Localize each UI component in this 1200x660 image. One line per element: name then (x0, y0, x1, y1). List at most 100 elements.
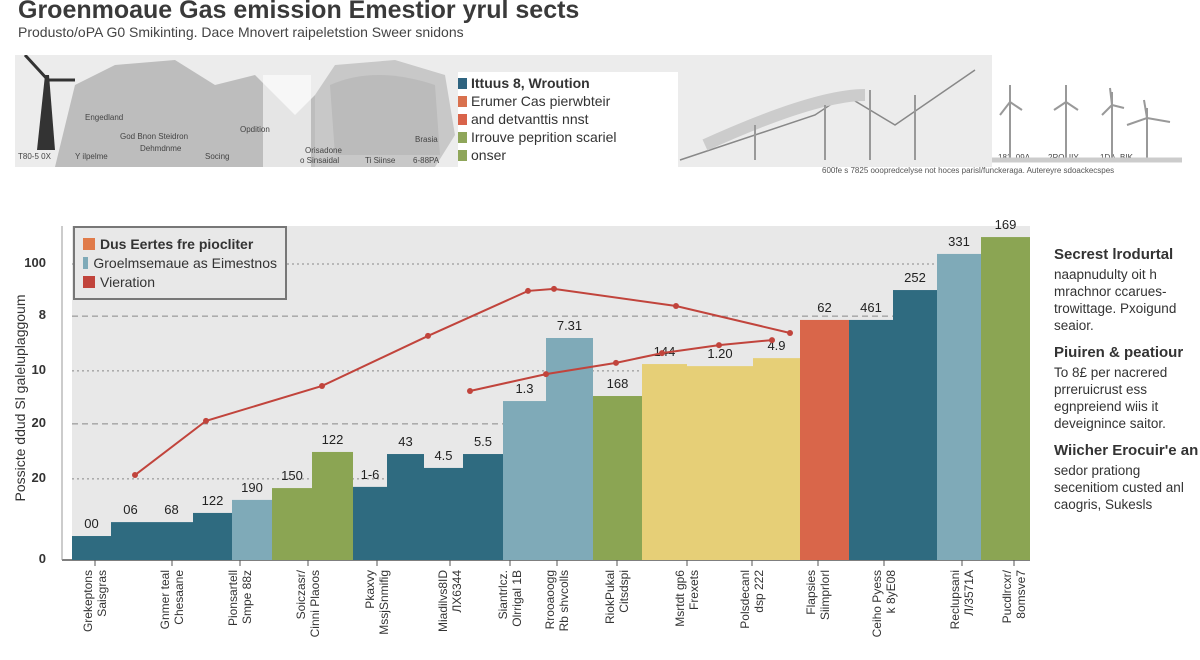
x-tick-label-line: Cinni Plaoos (308, 570, 322, 638)
x-tick-label-line: Rrooaoogg (543, 570, 557, 630)
bar-data-label: 7.31 (557, 318, 582, 333)
bar-data-label: 331 (948, 234, 970, 249)
bar (849, 319, 893, 560)
x-tick-label: Msrtdt gp6 Frexets (673, 570, 701, 660)
bar-data-label: 122 (322, 432, 344, 447)
bar-data-label: 190 (241, 480, 263, 495)
x-tick-label: Pucdlrcxr/8omsve7 (1000, 570, 1028, 660)
bar-data-label: 122 (202, 493, 224, 508)
side-note-body: naapnudulty oit h mrachnor ccarues-trowi… (1054, 267, 1177, 333)
illustration-banner: Engedland God Bnon Steidron Dehmdnme Opd… (15, 55, 1133, 167)
legend-item: Dus Eertes fre piocliter (100, 235, 254, 252)
x-tick-label-line: Siimprlorl (818, 570, 832, 621)
bar (463, 454, 503, 560)
map-label: Y ilpelme (75, 152, 108, 161)
line-point (716, 342, 722, 349)
legend-swatch (83, 256, 89, 269)
line-point (613, 359, 619, 366)
chart-legend: Dus Eertes fre piocliter Groelmsemaue as… (73, 226, 287, 300)
y-tick-label: 0 (38, 551, 46, 566)
bar (387, 454, 424, 560)
bar (800, 319, 849, 560)
bar-data-label: 00 (84, 516, 98, 531)
x-tick-label-line: Л/3571A (962, 570, 976, 616)
x-tick-label-line: Miadilvs8ID (436, 570, 450, 633)
x-tick-label-line: Smpe 88z (240, 570, 254, 625)
x-tick-label-line: Frexets (687, 570, 701, 611)
legend-swatch (83, 237, 95, 250)
banner-legend-item: Erumer Cas pierwbteir (471, 93, 611, 109)
line-point (425, 332, 431, 339)
legend-swatch (458, 95, 467, 107)
bar-data-label: 06 (123, 502, 137, 517)
x-tick-label-line: ЛX6344 (450, 570, 464, 613)
line-point (543, 371, 549, 378)
legend-swatch (458, 131, 467, 143)
x-tick-label-line: Chesaane (172, 570, 186, 625)
x-tick-label-line: Gnmer teal (158, 570, 172, 630)
x-tick-label: Pionsartell Smpe 88z (226, 570, 254, 660)
bar-data-label: 62 (817, 300, 831, 315)
x-tick-label: Rrooaoogg Rb shvcolls (543, 570, 571, 660)
bar (546, 338, 593, 560)
bar-data-label: 168 (607, 376, 629, 391)
y-tick-label: 10 (31, 361, 46, 377)
x-tick-label-line: 8omsve7 (1014, 570, 1028, 619)
legend-swatch (458, 149, 467, 161)
line-point (319, 382, 325, 389)
page-subtitle: Produsto/oPA G0 Smikinting. Dace Mnovert… (18, 24, 464, 40)
page-title: Groenmoaue Gas emission Emestior yrul se… (18, 0, 580, 24)
x-tick-label-line: Ceiho Pyess (870, 570, 884, 638)
bar (111, 522, 150, 560)
y-tick-label: 8 (38, 307, 46, 323)
wind-turbines-icon (992, 85, 1182, 163)
bar-data-label: 252 (904, 270, 926, 285)
bar (753, 358, 800, 560)
bar-data-label: 43 (398, 434, 412, 449)
bar-data-label: 461 (860, 300, 882, 315)
x-tick-label: Flapsies Siimprlorl (804, 570, 832, 660)
line-series (134, 287, 791, 476)
x-tick-label-line: Saisgras (95, 570, 109, 617)
bar (981, 237, 1030, 560)
side-note-body: sedor prationg secenitiom custed anl cao… (1054, 463, 1184, 512)
map-label: 6-88PA (413, 156, 440, 165)
map-label: Dehmdnme (140, 144, 182, 153)
bar-data-label: 1-6 (361, 467, 380, 482)
x-tick-label-line: Rb shvcolls (557, 570, 571, 632)
x-tick-label-line: MssjSnmifig (377, 570, 391, 635)
x-tick-label-line: Msrtdt gp6 (673, 570, 687, 627)
side-note-heading: Piuiren & peatiour (1054, 344, 1184, 361)
x-tick-label-line: Citsdspi (617, 570, 631, 613)
map-label: T80-5 0X (18, 152, 51, 161)
line-point (659, 350, 665, 357)
x-tick-label-line: k 8yE08 (884, 570, 898, 614)
x-tick-label: Reclupsani Л/3571A (948, 570, 976, 660)
x-tick-label: Soiczasr/Cinni Plaoos (294, 570, 322, 660)
map-label: Ti Siinse (365, 156, 396, 165)
x-tick-label: Pkaxvy MssjSnmifig (363, 570, 391, 660)
bar-data-label: 4.5 (434, 448, 452, 463)
x-tick-label-line: Siantrlcz. (496, 570, 510, 620)
x-tick-label-line: Flapsies (804, 570, 818, 615)
line-point (203, 417, 209, 424)
x-tick-label-line: Pucdlrcxr/ (1000, 570, 1014, 624)
banner-legend-item: and detvanttis nnst (471, 111, 589, 127)
line-point (787, 329, 793, 336)
x-tick-label: Polsdecanl dsp 222 (738, 570, 766, 660)
bar (687, 366, 753, 560)
x-tick-label-line: Pkaxvy (363, 570, 377, 609)
map-label: Socing (205, 152, 230, 161)
x-tick-label: RiokPukal Citsdspi (603, 570, 631, 660)
banner-legend-item: onser (471, 147, 507, 163)
x-tick-label-line: Pionsartell (226, 570, 240, 627)
bar (424, 467, 463, 560)
banner-legend-title: Ittuus 8, Wroution (471, 75, 590, 91)
x-tick-label-line: Soiczasr/ (294, 570, 308, 620)
bar (353, 486, 387, 560)
bar-data-label: 68 (164, 502, 178, 517)
x-tick-label-line: RiokPukal (603, 570, 617, 625)
map-label: God Bnon Steidron (120, 132, 189, 141)
bar (193, 512, 232, 560)
